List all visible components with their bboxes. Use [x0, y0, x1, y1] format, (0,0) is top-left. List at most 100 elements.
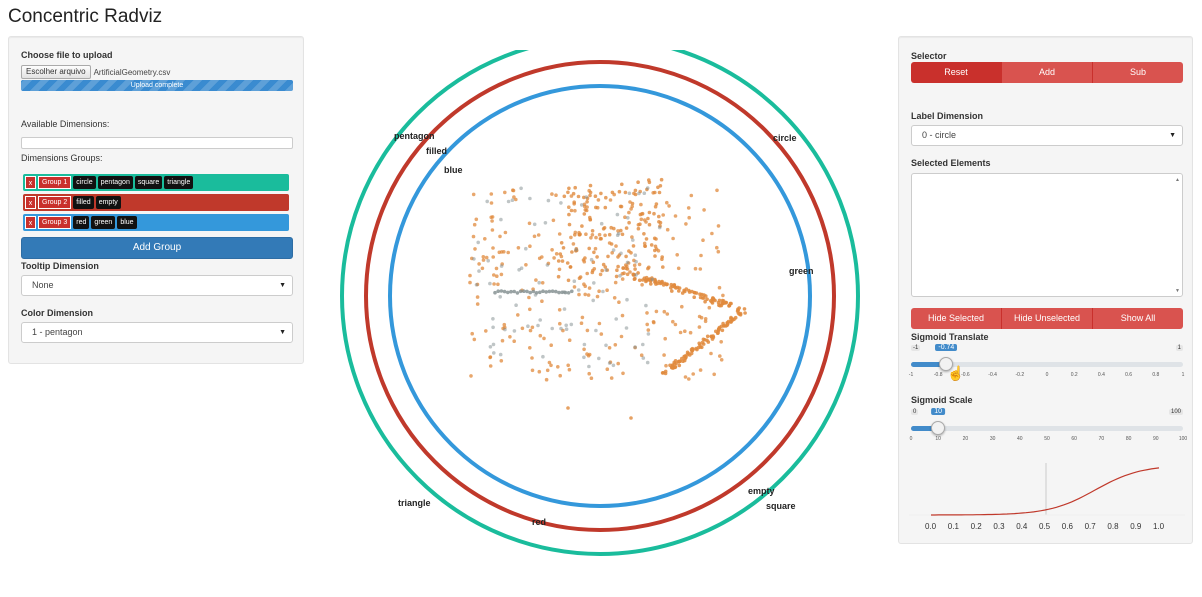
group-3-row[interactable]: x Group 3 red green blue [23, 214, 289, 231]
data-point[interactable] [599, 221, 604, 226]
data-point[interactable] [677, 289, 681, 293]
data-point[interactable] [636, 180, 640, 184]
hide-unselected-button[interactable]: Hide Unselected [1002, 308, 1093, 329]
data-point[interactable] [506, 290, 510, 295]
data-point[interactable] [585, 352, 589, 356]
data-point[interactable] [673, 214, 678, 218]
data-point[interactable] [528, 290, 532, 295]
data-point[interactable] [496, 289, 500, 293]
data-point[interactable] [586, 293, 591, 297]
data-point[interactable] [687, 290, 692, 294]
data-point[interactable] [662, 309, 667, 314]
data-point[interactable] [578, 275, 583, 279]
data-point[interactable] [531, 289, 536, 294]
data-point[interactable] [573, 185, 577, 190]
data-point[interactable] [583, 256, 587, 260]
data-point[interactable] [615, 233, 620, 237]
data-point[interactable] [715, 188, 719, 193]
data-point[interactable] [472, 222, 477, 227]
data-point[interactable] [720, 328, 725, 333]
data-point[interactable] [654, 247, 659, 251]
data-point[interactable] [579, 321, 584, 326]
data-point[interactable] [468, 280, 472, 285]
data-point[interactable] [503, 327, 507, 332]
data-point[interactable] [646, 216, 650, 221]
data-point[interactable] [719, 358, 724, 362]
data-point[interactable] [611, 248, 616, 252]
data-point[interactable] [530, 325, 535, 330]
data-point[interactable] [618, 274, 622, 278]
data-point[interactable] [545, 368, 550, 373]
data-point[interactable] [527, 221, 532, 226]
data-point[interactable] [620, 277, 625, 281]
data-point[interactable] [557, 267, 562, 272]
data-point[interactable] [682, 354, 686, 359]
data-point[interactable] [595, 255, 599, 259]
data-point[interactable] [617, 189, 622, 194]
data-point[interactable] [649, 282, 653, 286]
data-point[interactable] [602, 226, 607, 230]
scroll-up-icon[interactable]: ▲ [1175, 177, 1180, 183]
data-point[interactable] [703, 319, 708, 324]
data-point[interactable] [697, 341, 701, 346]
data-point[interactable] [534, 291, 539, 295]
data-point[interactable] [557, 308, 562, 312]
data-point[interactable] [509, 289, 513, 294]
data-point[interactable] [630, 201, 635, 206]
data-point[interactable] [488, 355, 492, 360]
data-point[interactable] [590, 229, 595, 233]
data-point[interactable] [493, 290, 497, 295]
data-point[interactable] [592, 281, 596, 285]
color-dimension-select[interactable]: 1 - pentagon ▼ [21, 322, 293, 343]
data-point[interactable] [544, 377, 549, 382]
data-point[interactable] [512, 329, 517, 333]
data-point[interactable] [543, 221, 548, 225]
data-point[interactable] [647, 222, 652, 227]
data-point[interactable] [653, 204, 658, 209]
group-2-row[interactable]: x Group 2 filled empty [23, 194, 289, 211]
radviz-svg[interactable]: pentagon circle filled blue green triang… [330, 36, 870, 592]
data-point[interactable] [584, 208, 589, 213]
data-point[interactable] [619, 251, 623, 256]
data-point[interactable] [736, 311, 741, 315]
data-point[interactable] [716, 224, 721, 228]
data-point[interactable] [717, 285, 722, 290]
data-point[interactable] [650, 277, 655, 282]
hide-selected-button[interactable]: Hide Selected [911, 308, 1002, 329]
data-point[interactable] [653, 190, 657, 195]
data-point[interactable] [556, 259, 561, 263]
data-point[interactable] [600, 268, 604, 273]
data-point[interactable] [652, 211, 656, 216]
anchor-red[interactable]: red [532, 517, 546, 527]
data-point[interactable] [524, 246, 528, 251]
data-point[interactable] [488, 345, 493, 349]
data-point[interactable] [506, 199, 511, 204]
data-point[interactable] [541, 289, 545, 293]
data-point[interactable] [601, 289, 605, 294]
data-point[interactable] [491, 342, 496, 347]
data-point[interactable] [661, 283, 666, 287]
data-point[interactable] [538, 290, 542, 295]
translate-track[interactable] [911, 362, 1183, 367]
anchor-green[interactable]: green [789, 266, 814, 276]
data-point[interactable] [578, 232, 582, 236]
label-dimension-select[interactable]: 0 - circle ▼ [911, 125, 1183, 146]
data-point[interactable] [587, 352, 592, 357]
data-point[interactable] [711, 334, 715, 338]
data-point[interactable] [573, 208, 577, 213]
data-point[interactable] [540, 299, 544, 303]
data-point[interactable] [637, 262, 642, 267]
data-point[interactable] [549, 343, 553, 348]
data-point[interactable] [698, 345, 703, 349]
data-point[interactable] [634, 273, 638, 277]
data-point[interactable] [614, 317, 618, 321]
scale-track[interactable] [911, 426, 1183, 431]
data-point[interactable] [599, 236, 603, 241]
data-point[interactable] [665, 312, 670, 316]
data-point[interactable] [598, 272, 603, 277]
data-point[interactable] [605, 288, 609, 292]
data-point[interactable] [573, 233, 577, 237]
data-point[interactable] [572, 279, 577, 283]
data-point[interactable] [554, 252, 559, 256]
data-point[interactable] [567, 186, 571, 191]
